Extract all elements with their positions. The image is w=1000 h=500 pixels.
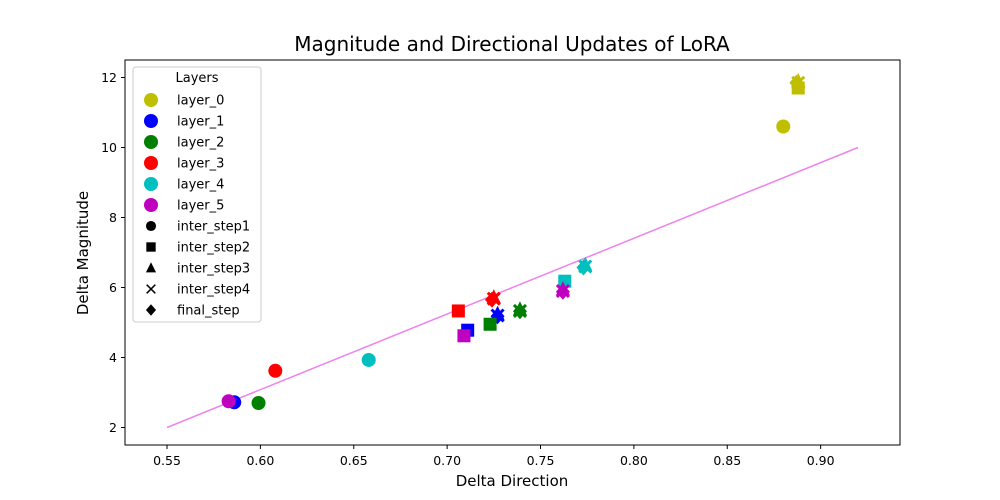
x-tick-label: 0.70 (433, 453, 461, 468)
data-point (555, 283, 570, 300)
legend-box (132, 66, 262, 323)
legend-item-layer-5: layer_5 (144, 198, 224, 214)
legend-marker (146, 284, 156, 294)
legend-marker (146, 242, 156, 252)
data-point (484, 291, 499, 308)
x-tick-label: 0.55 (153, 453, 181, 468)
legend-label: final_step (177, 304, 240, 319)
legend-label: layer_1 (177, 115, 224, 130)
x-tick-label: 0.90 (807, 453, 835, 468)
y-tick-label: 12 (101, 70, 117, 85)
legend-item-final-step: final_step (145, 304, 240, 319)
series-layer-2 (251, 301, 528, 410)
y-tick-label: 2 (109, 420, 117, 435)
legend: Layers layer_0 layer_1 layer_2 layer_3 layer_… (132, 66, 262, 323)
legend-marker (144, 135, 158, 149)
legend-label: layer_5 (177, 199, 224, 214)
legend-marker (144, 114, 158, 128)
legend-marker (145, 304, 157, 316)
data-point (451, 304, 465, 318)
x-tick-label: 0.75 (527, 453, 555, 468)
series-layer-3 (268, 289, 501, 378)
legend-item-layer-0: layer_0 (144, 93, 224, 109)
x-tick-label: 0.85 (713, 453, 741, 468)
legend-item-layer-4: layer_4 (144, 177, 224, 193)
legend-marker (145, 220, 157, 232)
legend-label: layer_3 (177, 157, 224, 172)
data-point (512, 303, 527, 320)
legend-marker (144, 177, 158, 191)
series-layer-0 (776, 73, 806, 134)
legend-label: layer_2 (177, 136, 224, 151)
legend-marker (144, 198, 158, 212)
data-point (776, 119, 791, 134)
series-layer-5 (221, 281, 570, 409)
legend-label: inter_step4 (177, 283, 250, 298)
legend-marker (144, 156, 158, 170)
legend-item-inter-step4: inter_step4 (146, 283, 250, 298)
legend-marker (144, 93, 158, 107)
axes-frame (124, 59, 901, 446)
y-tick-label: 4 (109, 350, 117, 365)
data-point (576, 259, 591, 276)
legend-item-layer-3: layer_3 (144, 156, 224, 172)
x-tick-label: 0.80 (620, 453, 648, 468)
legend-label: inter_step3 (177, 262, 250, 277)
y-tick-label: 8 (109, 210, 117, 225)
legend-item-inter-step1: inter_step1 (145, 220, 250, 235)
y-tick-label: 10 (101, 140, 117, 155)
chart-title: Magnitude and Directional Updates of LoR… (294, 32, 730, 56)
legend-marker (145, 262, 157, 273)
legend-item-layer-2: layer_2 (144, 135, 224, 151)
y-tick-label: 6 (109, 280, 117, 295)
data-point (361, 352, 376, 367)
trend-line (166, 146, 859, 429)
legend-item-inter-step2: inter_step2 (146, 241, 250, 256)
data-point (457, 329, 471, 343)
legend-title: Layers (175, 71, 218, 86)
legend-label: layer_4 (177, 178, 224, 193)
y-axis-label: Delta Magnitude (74, 191, 92, 315)
data-point (221, 394, 236, 409)
legend-item-layer-1: layer_1 (144, 114, 224, 130)
data-point (483, 317, 497, 331)
legend-item-inter-step3: inter_step3 (145, 262, 250, 277)
legend-label: layer_0 (177, 94, 224, 109)
x-tick-label: 0.60 (246, 453, 274, 468)
data-point (268, 363, 283, 378)
data-point (251, 396, 266, 410)
x-axis-label: Delta Direction (456, 472, 569, 490)
plot-area: 0.55 0.60 0.65 0.70 0.75 0.80 0.85 0.90 2 4 6 8 10 12 (101, 59, 901, 468)
data-point (789, 74, 804, 91)
x-tick-label: 0.65 (340, 453, 368, 468)
legend-label: inter_step1 (177, 220, 250, 235)
legend-label: inter_step2 (177, 241, 250, 256)
